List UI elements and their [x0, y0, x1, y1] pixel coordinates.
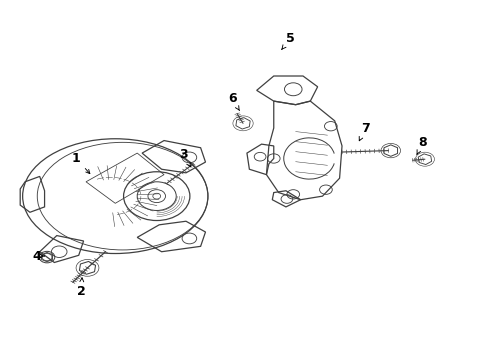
Text: 8: 8: [416, 136, 427, 154]
Text: 1: 1: [72, 152, 90, 174]
Text: 7: 7: [359, 122, 369, 141]
Text: 6: 6: [227, 93, 239, 111]
Text: 4: 4: [33, 249, 44, 262]
Text: 3: 3: [179, 148, 190, 167]
Text: 2: 2: [77, 278, 85, 298]
Text: 5: 5: [281, 32, 295, 49]
